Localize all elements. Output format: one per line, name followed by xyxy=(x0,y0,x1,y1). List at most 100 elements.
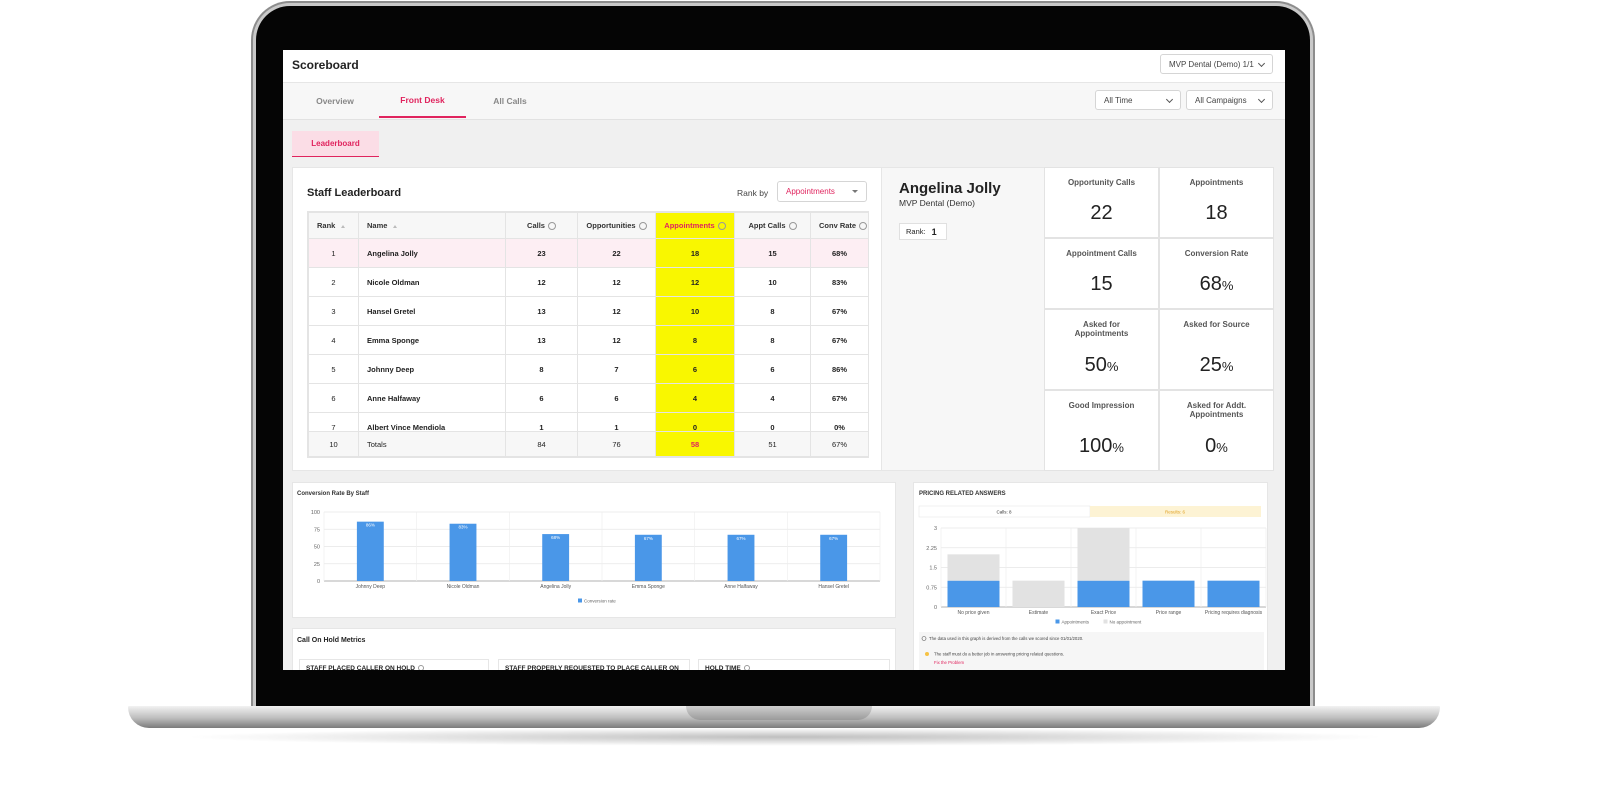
info-icon xyxy=(547,222,556,230)
column-label: Conv Rate xyxy=(819,220,857,230)
column-header: Opportunities xyxy=(577,212,656,239)
x-tick-label: No price given xyxy=(958,610,990,616)
filter-label: All Campaigns xyxy=(1195,95,1247,105)
staff-row[interactable]: 5 Johnny Deep 8 7 6 6 86% xyxy=(308,354,868,384)
table-cell: 4 xyxy=(734,383,811,413)
stat-label: Conversion Rate xyxy=(1184,249,1249,258)
hold-section-title: STAFF PROPERLY REQUESTED TO PLACE CALLER… xyxy=(505,665,679,670)
table-cell: 12 xyxy=(505,267,578,297)
totals-row: 10 Totals 84 76 58 51 67% xyxy=(308,431,868,457)
y-tick-label: 0 xyxy=(934,605,937,611)
conversion-card: Conversion Rate By Staff 0 25 50 75 100 Johnny… xyxy=(292,482,896,618)
stat-label: Good Impression xyxy=(1068,401,1135,410)
stat-value-wrap: 22 xyxy=(1090,202,1112,225)
stat-card: Conversion Rate 68% xyxy=(1159,238,1274,309)
pricing-card: Calls: 8 Results: 6 PRICING RELATED ANSWER… xyxy=(913,482,1268,670)
table-cell: 2 xyxy=(308,267,359,297)
chevron xyxy=(1257,59,1266,67)
x-tick-label: Johnny Deep xyxy=(356,584,386,590)
nav-tab[interactable]: Front Desk xyxy=(379,83,466,118)
y-tick-label: 3 xyxy=(934,526,937,532)
leaderboard-table-wrap: Rank Name Calls Opportunities Appointments Ap… xyxy=(307,211,869,458)
stat-label: Appointment Calls xyxy=(1066,249,1137,258)
tab-results[interactable] xyxy=(1090,506,1261,517)
table-cell: 10 xyxy=(734,267,811,297)
note-box xyxy=(919,632,1264,670)
info-icon xyxy=(859,222,868,230)
page-title: Scoreboard xyxy=(292,58,359,72)
legend-label: Conversion rate xyxy=(584,599,616,604)
caret xyxy=(852,190,858,193)
staff-row[interactable]: 2 Nicole Oldman 12 12 12 10 83% xyxy=(308,267,868,297)
table-cell: 68% xyxy=(810,238,868,268)
leaderboard-subtab[interactable]: Leaderboard xyxy=(292,131,379,157)
totals-cell: 84 xyxy=(505,431,578,457)
table-cell: 1 xyxy=(308,238,359,268)
pricing-chart: Calls: 8 Results: 6 PRICING RELATED ANSWER… xyxy=(918,491,1267,670)
stat-value-wrap: 50% xyxy=(1085,354,1119,377)
table-cell: 86% xyxy=(810,354,868,384)
staff-row[interactable]: 4 Emma Sponge 13 12 8 8 67% xyxy=(308,325,868,355)
filter-select[interactable]: All Time xyxy=(1095,90,1181,110)
info-icon xyxy=(417,665,424,670)
y-tick-label: 0.75 xyxy=(926,585,937,591)
column-label: Appointments xyxy=(664,220,715,230)
stat-value-wrap: 18 xyxy=(1205,202,1227,225)
bar xyxy=(947,554,1000,581)
table-cell: 67% xyxy=(810,325,868,355)
stat-value-wrap: 15 xyxy=(1090,273,1112,296)
nav-tab[interactable]: All Calls xyxy=(493,95,527,106)
value-label: 86% xyxy=(366,523,375,528)
stat-card: Appointment Calls 15 xyxy=(1044,238,1159,309)
fix-link[interactable]: Fix the Problem xyxy=(934,660,965,665)
stat-value: 15 xyxy=(1090,273,1113,295)
table-cell: 6 xyxy=(655,354,735,384)
table-cell: 23 xyxy=(505,238,578,268)
rank-by-select[interactable]: Appointments xyxy=(777,181,867,202)
stat-label: Asked for Source xyxy=(1183,320,1250,329)
y-tick-label: 2.25 xyxy=(926,546,937,552)
x-tick-label: Nicole Oldman xyxy=(447,584,480,590)
tip-text: The staff must do a better job in answer… xyxy=(934,652,1064,657)
chevron xyxy=(1257,95,1266,103)
value-label: 67% xyxy=(829,536,838,541)
table-cell: 22 xyxy=(577,238,656,268)
staff-row[interactable]: 6 Anne Halfaway 6 6 4 4 67% xyxy=(308,383,868,413)
stat-value: 68 xyxy=(1199,273,1222,295)
filter-select[interactable]: All Campaigns xyxy=(1186,90,1273,110)
column-header: Name xyxy=(358,212,506,239)
table-cell: 12 xyxy=(577,267,656,297)
sort-icon xyxy=(341,224,346,228)
bar xyxy=(1142,580,1195,607)
nav-tab[interactable]: Overview xyxy=(316,95,354,106)
profile-org: MVP Dental (Demo) xyxy=(899,198,975,208)
column-header: Calls xyxy=(505,212,578,239)
bar xyxy=(1077,580,1130,607)
stat-card: Good Impression 100% xyxy=(1044,390,1159,471)
info-icon xyxy=(743,665,750,670)
stat-unit: % xyxy=(1221,359,1234,374)
stat-value: 0 xyxy=(1205,435,1217,457)
sort-icon xyxy=(393,224,398,228)
value-label: 83% xyxy=(458,525,467,530)
table-cell: Hansel Gretel xyxy=(358,296,506,326)
staff-row[interactable]: 3 Hansel Gretel 13 12 10 8 67% xyxy=(308,296,868,326)
x-tick-label: Exact Price xyxy=(1091,610,1117,616)
value-label: 67% xyxy=(644,536,653,541)
table-cell: Nicole Oldman xyxy=(358,267,506,297)
table-cell: 12 xyxy=(655,267,735,297)
column-header: Rank xyxy=(308,212,359,239)
rank-by-value: Appointments xyxy=(786,187,835,196)
hold-section: HOLD TIME xyxy=(698,659,890,670)
x-tick-label: Estimate xyxy=(1029,610,1049,616)
laptop-notch xyxy=(686,706,872,720)
column-header: Conv Rate xyxy=(810,212,868,239)
staff-row[interactable]: 1 Angelina Jolly 23 22 18 15 68% xyxy=(308,238,868,268)
bar xyxy=(947,580,1000,607)
account-select[interactable]: MVP Dental (Demo) 1/1 xyxy=(1160,54,1273,74)
info-icon xyxy=(788,222,797,230)
tip-icon xyxy=(925,652,929,656)
stat-value-wrap: 0% xyxy=(1205,435,1228,458)
leaderboard-table: Rank Name Calls Opportunities Appointments Ap… xyxy=(308,212,868,442)
